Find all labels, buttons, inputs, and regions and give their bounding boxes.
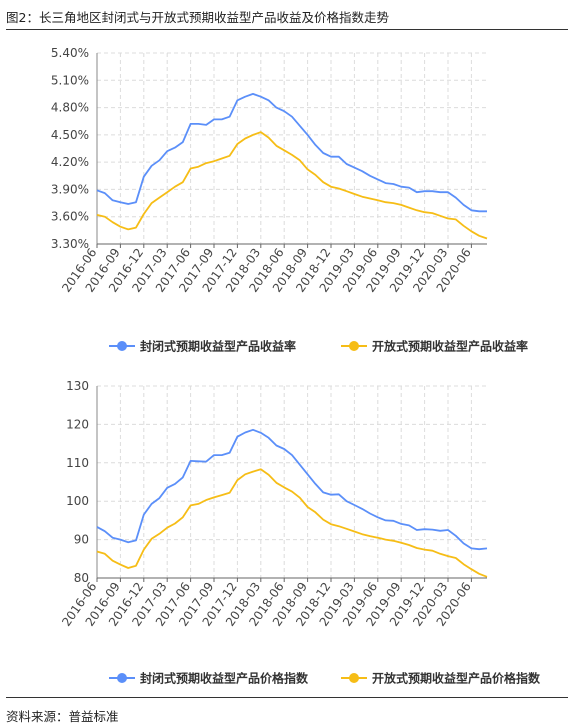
y-tick-label: 4.80% (51, 101, 89, 115)
bottom-rule (6, 697, 568, 698)
legend-item-open: 开放式预期收益型产品收益率 (341, 339, 528, 354)
chart-yield-rate: 3.30% 3.60% 3.90% 4.20% 4.50% 4.80% 5.10% 5.40%… (51, 46, 528, 354)
y-tick-label: 4.20% (51, 155, 89, 169)
y-tick-label: 120 (66, 417, 89, 431)
legend-marker-icon (349, 341, 359, 351)
legend-label: 封闭式预期收益型产品价格指数 (140, 671, 309, 686)
figure-title: 图2：长三角地区封闭式与开放式预期收益型产品收益及价格指数走势 (6, 10, 389, 25)
legend-marker-icon (349, 673, 359, 683)
legend-item-closed: 封闭式预期收益型产品价格指数 (109, 671, 309, 686)
y-tick-label: 5.40% (51, 46, 89, 60)
y-tick-label: 3.30% (51, 237, 89, 251)
series-line-closed (96, 93, 487, 213)
y-tick-label: 3.60% (51, 210, 89, 224)
legend-label: 开放式预期收益型产品收益率 (372, 339, 528, 354)
y-tick-label: 4.50% (51, 128, 89, 142)
y-tick-label: 110 (66, 456, 89, 470)
y-tick-label: 90 (74, 533, 89, 547)
legend-item-open: 开放式预期收益型产品价格指数 (341, 671, 541, 686)
series-line-closed (96, 428, 488, 551)
source-note: 资料来源：普益标准 (6, 709, 119, 724)
y-tick-label: 80 (74, 571, 89, 585)
series-line-open (96, 468, 488, 578)
y-tick-label: 5.10% (51, 73, 89, 87)
legend-marker-icon (117, 673, 127, 683)
legend-label: 封闭式预期收益型产品收益率 (140, 339, 296, 354)
series-line-open (96, 131, 488, 240)
legend-marker-icon (117, 341, 127, 351)
legend-item-closed: 封闭式预期收益型产品收益率 (109, 339, 296, 354)
y-tick-label: 3.90% (51, 182, 89, 196)
y-tick-label: 100 (66, 494, 89, 508)
chart-price-index: 80901001101201302016-062016-092016-12201… (59, 379, 541, 686)
legend-label: 开放式预期收益型产品价格指数 (372, 671, 541, 686)
top-rule (6, 29, 568, 30)
y-tick-label: 130 (66, 379, 89, 393)
